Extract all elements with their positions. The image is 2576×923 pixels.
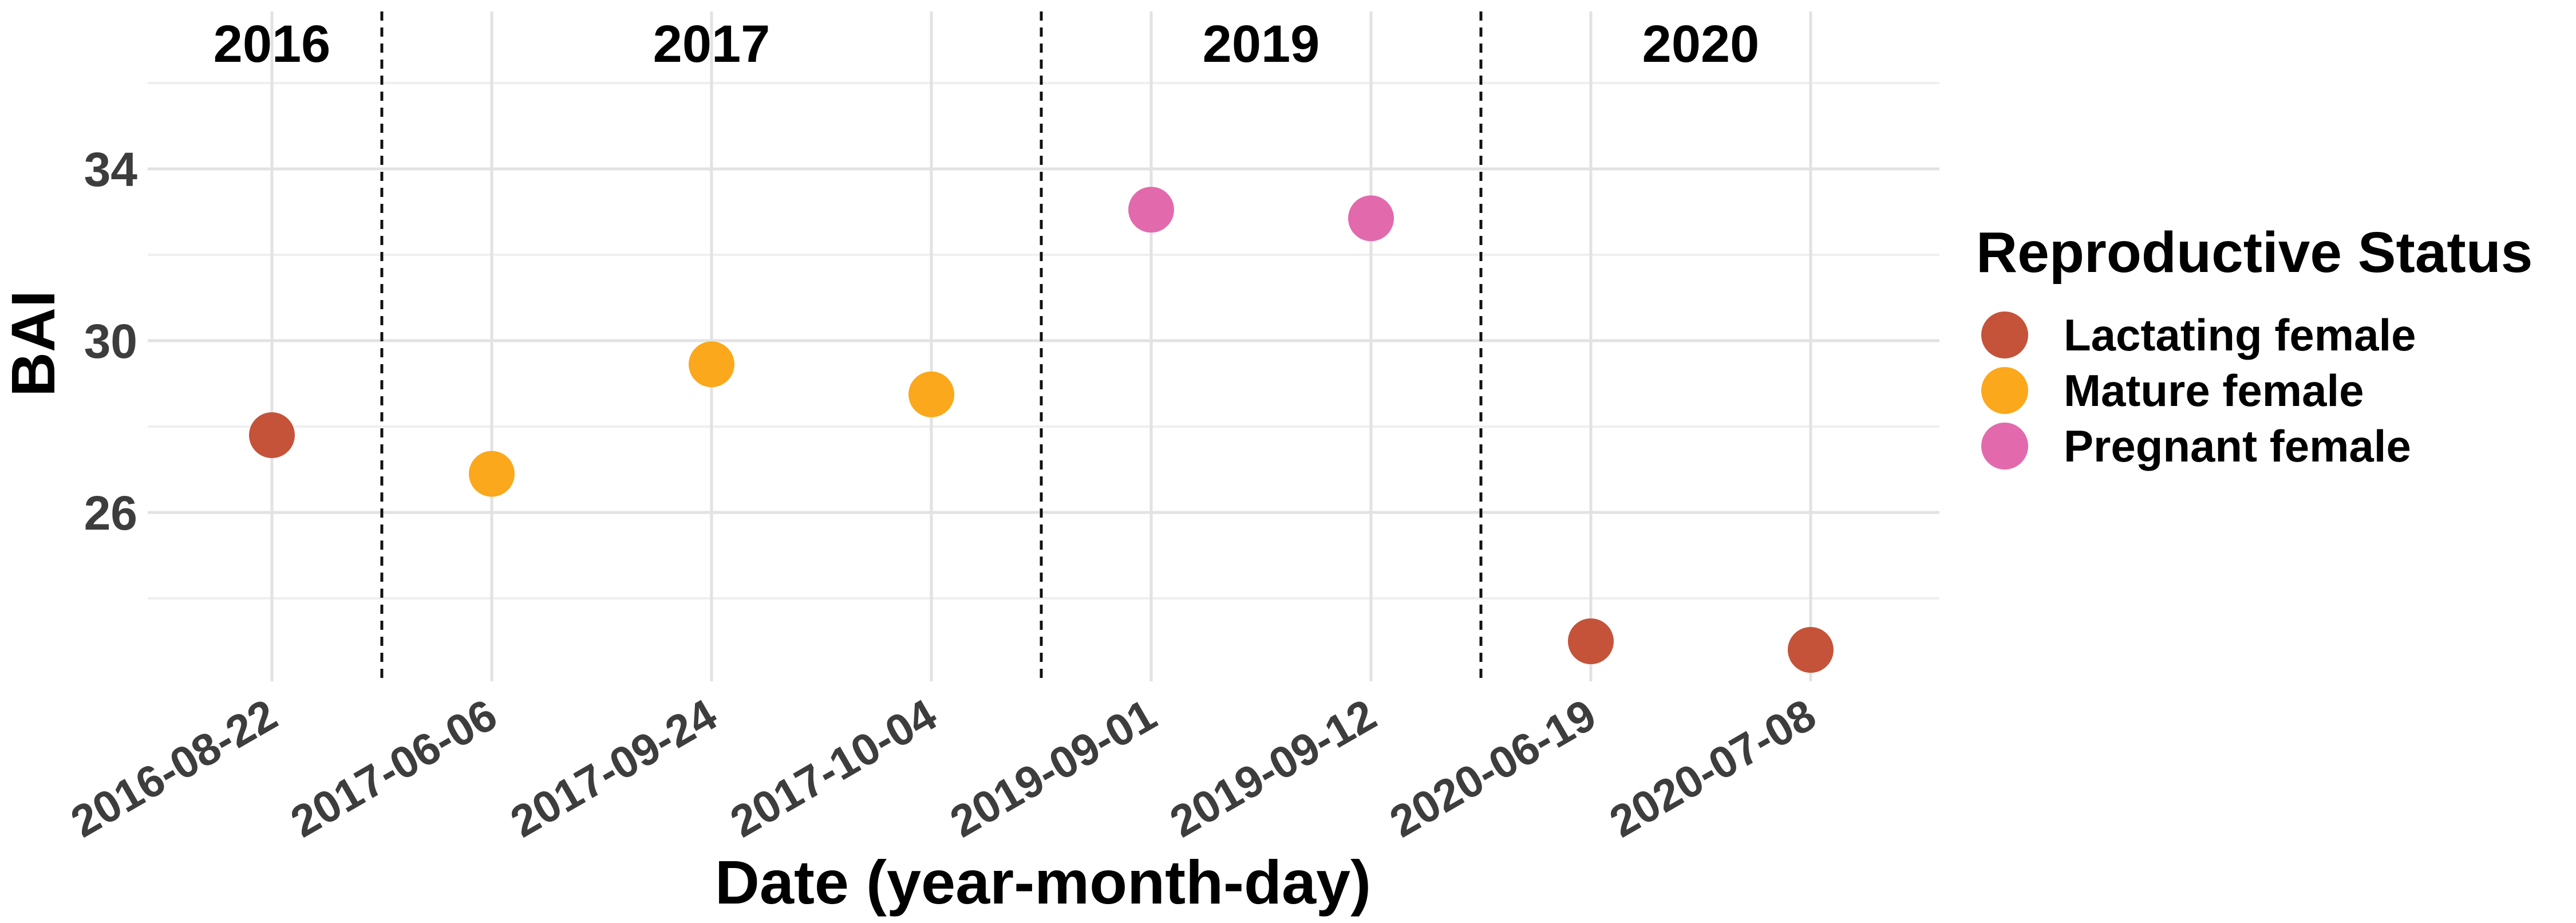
data-point xyxy=(1128,187,1174,233)
data-points xyxy=(249,187,1834,673)
data-point xyxy=(1788,627,1834,673)
x-tick-label: 2019-09-01 xyxy=(942,689,1165,847)
year-label: 2019 xyxy=(1203,15,1320,73)
data-point xyxy=(249,412,295,458)
x-tick-label: 2017-10-04 xyxy=(722,689,945,847)
x-axis-title: Date (year-month-day) xyxy=(715,847,1371,917)
data-point xyxy=(1348,195,1394,242)
data-point xyxy=(469,451,515,497)
y-tick-label: 30 xyxy=(84,314,137,368)
legend-title: Reproductive Status xyxy=(1976,220,2532,285)
y-tick-label: 34 xyxy=(84,143,138,196)
year-labels: 2016 2017 2019 2020 xyxy=(214,15,1760,73)
legend-label: Pregnant female xyxy=(2064,421,2411,471)
data-point xyxy=(1568,618,1614,664)
legend-swatch xyxy=(1981,423,2028,470)
legend: Reproductive Status Lactating femaleMatu… xyxy=(1976,220,2532,471)
x-tick-label: 2020-06-19 xyxy=(1381,689,1605,847)
data-point xyxy=(908,371,954,417)
legend-swatch xyxy=(1981,367,2028,414)
y-axis-title: BAI xyxy=(0,290,68,397)
legend-swatch xyxy=(1981,311,2028,358)
x-axis-ticks: 2016-08-222017-06-062017-09-242017-10-04… xyxy=(62,689,1824,847)
year-label: 2017 xyxy=(653,15,771,73)
year-label: 2020 xyxy=(1642,15,1760,73)
grid xyxy=(148,11,1939,681)
y-axis-ticks: 26 30 34 xyxy=(84,143,138,540)
year-label: 2016 xyxy=(214,15,331,73)
x-tick-label: 2016-08-22 xyxy=(62,689,286,847)
y-tick-label: 26 xyxy=(84,486,137,540)
legend-label: Mature female xyxy=(2064,365,2364,416)
x-tick-label: 2019-09-12 xyxy=(1161,689,1385,847)
legend-label: Lactating female xyxy=(2064,310,2416,360)
data-point xyxy=(689,341,734,388)
x-tick-label: 2017-09-24 xyxy=(502,689,725,847)
x-tick-label: 2017-06-06 xyxy=(282,689,505,847)
x-tick-label: 2020-07-08 xyxy=(1601,689,1824,847)
